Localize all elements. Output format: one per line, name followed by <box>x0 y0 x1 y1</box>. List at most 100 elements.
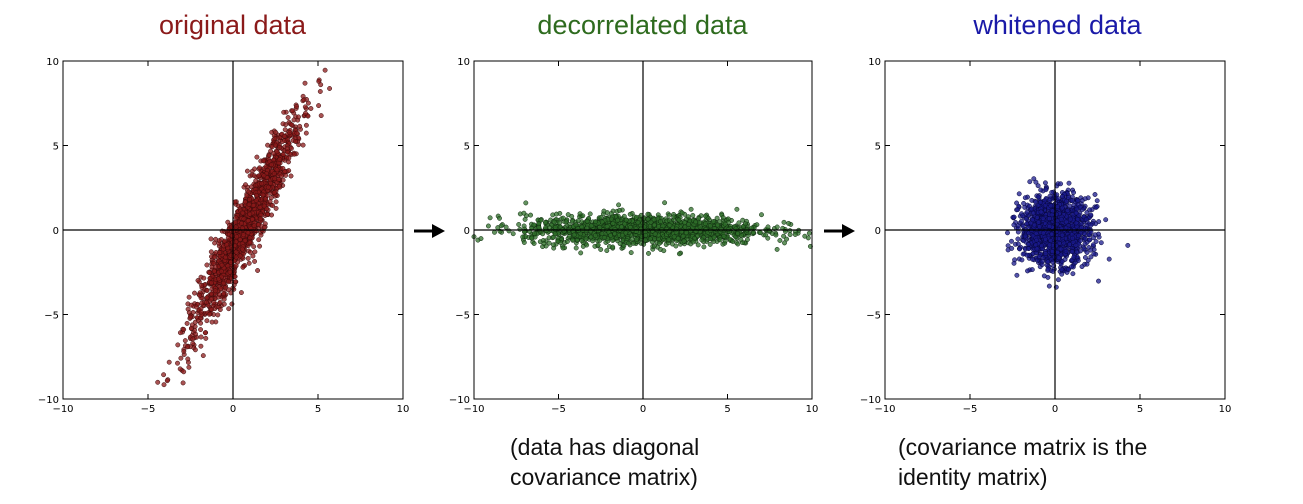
scatter-point <box>303 110 308 116</box>
scatter-point <box>521 210 527 216</box>
scatter-point <box>1038 199 1043 205</box>
scatter-point <box>281 109 287 115</box>
scatter-point <box>192 347 198 353</box>
scatter-point <box>1073 210 1079 216</box>
scatter-point <box>651 243 657 249</box>
scatter-point <box>608 232 613 238</box>
scatter-point <box>233 249 239 255</box>
scatter-point <box>1034 237 1040 243</box>
scatter-point <box>237 253 243 259</box>
scatter-point <box>641 241 647 247</box>
scatter-point <box>221 291 227 296</box>
scatter-point <box>485 223 491 229</box>
scatter-point <box>552 231 558 237</box>
scatter-point <box>208 280 214 286</box>
scatter-point <box>1030 210 1036 216</box>
scatter-point <box>676 251 682 257</box>
scatter-point <box>175 342 181 348</box>
scatter-point <box>1055 277 1061 283</box>
scatter-point <box>258 232 264 238</box>
scatter-point <box>593 219 598 225</box>
scatter-point <box>697 220 703 226</box>
panel-title-decorrelated: decorrelated data <box>537 10 748 40</box>
scatter-point <box>255 268 261 273</box>
scatter-point <box>198 343 204 349</box>
y-tick-label: 10 <box>868 57 881 68</box>
y-tick-label: 0 <box>875 226 881 237</box>
scatter-point <box>1012 257 1018 263</box>
arrow-right-icon <box>824 224 855 238</box>
scatter-point <box>673 243 679 249</box>
scatter-point <box>540 231 546 237</box>
scatter-point <box>583 236 589 242</box>
y-tick-label: −10 <box>860 395 881 406</box>
scatter-point <box>274 149 280 155</box>
scatter-point <box>697 224 703 230</box>
y-tick-label: 10 <box>46 57 59 68</box>
scatter-point <box>765 224 771 230</box>
scatter-point <box>251 244 257 250</box>
scatter-point <box>557 220 562 226</box>
scatter-point <box>1017 246 1023 252</box>
scatter-point <box>616 202 622 208</box>
scatter-point <box>1059 232 1065 238</box>
scatter-point <box>1034 215 1040 220</box>
scatter-point <box>198 334 204 340</box>
scatter-point <box>215 312 221 318</box>
scatter-point <box>293 138 299 144</box>
scatter-point <box>273 205 279 211</box>
scatter-point <box>681 238 687 244</box>
x-tick-label: 10 <box>1219 404 1232 415</box>
scatter-points <box>471 200 813 257</box>
scatter-point <box>1081 246 1087 252</box>
scatter-point <box>646 250 651 256</box>
scatter-point <box>1066 180 1072 186</box>
scatter-point <box>584 242 590 248</box>
scatter-point <box>680 233 686 239</box>
scatter-point <box>1041 273 1047 279</box>
scatter-point <box>272 176 278 182</box>
scatter-point <box>628 250 634 256</box>
scatter-point <box>671 234 677 240</box>
scatter-point <box>208 236 214 242</box>
scatter-point <box>1047 242 1053 248</box>
scatter-point <box>651 217 657 223</box>
scatter-point <box>1055 249 1060 255</box>
scatter-point <box>277 144 283 150</box>
scatter-point <box>630 240 636 246</box>
scatter-point <box>478 236 484 242</box>
scatter-point <box>245 218 251 224</box>
y-tick-label: 0 <box>53 226 59 237</box>
scatter-point <box>1079 198 1085 204</box>
scatter-point <box>272 142 278 148</box>
scatter-point <box>661 248 667 254</box>
scatter-point <box>1049 249 1055 254</box>
scatter-point <box>1088 212 1094 218</box>
scatter-point <box>218 285 224 291</box>
scatter-point <box>1093 204 1099 210</box>
x-tick-label: 10 <box>806 404 819 415</box>
scatter-point <box>226 306 232 312</box>
x-tick-label: 0 <box>230 404 236 415</box>
scatter-point <box>186 364 192 370</box>
scatter-point <box>720 215 726 221</box>
scatter-point <box>256 222 261 228</box>
scatter-point <box>538 217 544 223</box>
scatter-point <box>806 230 812 236</box>
scatter-point <box>1082 255 1088 260</box>
scatter-point <box>161 372 167 378</box>
caption-decorrelated: (data has diagonal covariance matrix) <box>510 432 699 492</box>
scatter-point <box>666 237 672 243</box>
scatter-point <box>1046 283 1052 289</box>
scatter-point <box>209 319 215 325</box>
scatter-point <box>233 215 239 221</box>
scatter-point <box>730 239 736 244</box>
scatter-point <box>1047 223 1053 229</box>
scatter-point <box>1092 192 1098 197</box>
arrow-right-icon <box>414 224 445 238</box>
scatter-point <box>645 211 651 217</box>
scatter-point <box>233 224 239 230</box>
scatter-point <box>288 145 294 151</box>
scatter-point <box>714 215 720 221</box>
